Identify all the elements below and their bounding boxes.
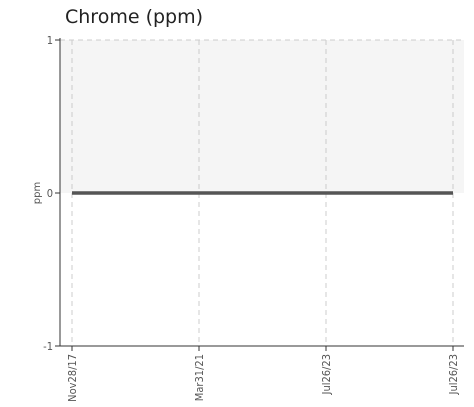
y-ticks: 1 0 -1 bbox=[43, 34, 60, 353]
plot-background bbox=[60, 40, 464, 193]
chart-title: Chrome (ppm) bbox=[65, 6, 204, 28]
x-ticks: Nov28/17 Mar31/21 Jul26/23 Jul26/23 bbox=[66, 346, 460, 402]
y-tick-label: 0 bbox=[47, 187, 53, 200]
y-tick-label: 1 bbox=[47, 34, 53, 47]
y-axis-label: ppm bbox=[32, 182, 43, 204]
axes bbox=[59, 38, 464, 347]
x-tick-label: Mar31/21 bbox=[193, 354, 206, 401]
x-tick-label: Jul26/23 bbox=[320, 354, 333, 395]
y-tick-label: -1 bbox=[43, 340, 53, 353]
x-tick-label: Nov28/17 bbox=[66, 354, 79, 402]
x-tick-label: Jul26/23 bbox=[447, 354, 460, 395]
